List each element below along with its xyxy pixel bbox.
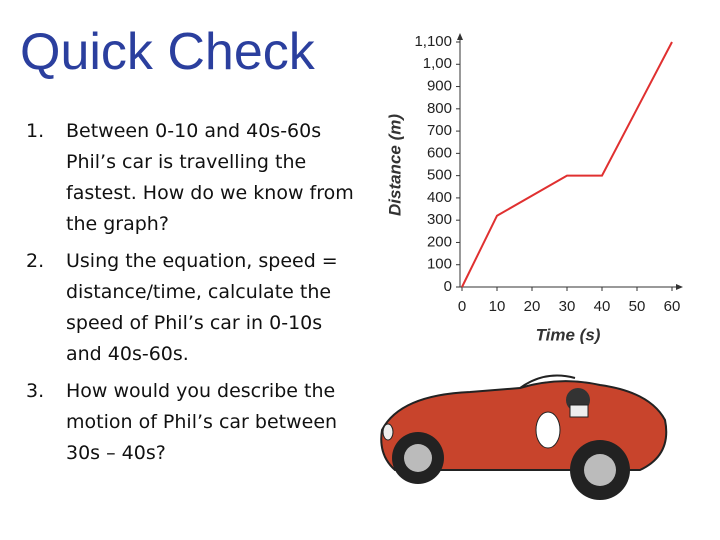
y-tick-label: 800 <box>427 100 452 117</box>
x-tick-label: 10 <box>489 298 506 315</box>
y-axis-arrow <box>457 33 463 40</box>
slide-title: Quick Check <box>20 23 315 81</box>
y-tick-label: 0 <box>444 278 452 295</box>
question: 2. Using the equation, speed = distance/t… <box>26 246 366 370</box>
y-tick-label: 1,100 <box>414 33 452 50</box>
y-tick-label: 100 <box>427 256 452 273</box>
question-text: Between 0-10 and 40s-60s Phil’s car is t… <box>66 120 354 235</box>
question-number: 1. <box>26 120 45 142</box>
y-tick-label: 300 <box>427 211 452 228</box>
car-illustration <box>380 374 668 500</box>
y-tick-label: 400 <box>427 189 452 206</box>
y-tick-label: 900 <box>427 78 452 95</box>
question-text: Using the equation, speed = distance/tim… <box>66 250 338 365</box>
x-tick-label: 60 <box>664 298 681 315</box>
x-tick-label: 30 <box>559 298 576 315</box>
question-number: 3. <box>26 380 45 402</box>
question: 3. How would you describe the motion of P… <box>26 376 366 469</box>
x-axis-label: Time (s) <box>536 325 601 344</box>
x-tick-label: 50 <box>629 298 646 315</box>
y-tick-label: 700 <box>427 122 452 139</box>
data-line <box>461 41 673 288</box>
x-tick-label: 40 <box>594 298 611 315</box>
y-tick-label: 500 <box>427 167 452 184</box>
y-tick-label: 600 <box>427 144 452 161</box>
x-axis-arrow <box>676 284 683 290</box>
y-tick-label: 1,00 <box>423 55 452 72</box>
x-tick-label: 0 <box>458 298 466 315</box>
y-axis-label: Distance (m) <box>385 114 404 216</box>
y-tick-label: 200 <box>427 233 452 250</box>
question: 1. Between 0-10 and 40s-60s Phil’s car is… <box>26 116 366 240</box>
question-number: 2. <box>26 250 45 272</box>
question-text: How would you describe the motion of Phi… <box>66 380 338 464</box>
x-tick-label: 20 <box>524 298 541 315</box>
